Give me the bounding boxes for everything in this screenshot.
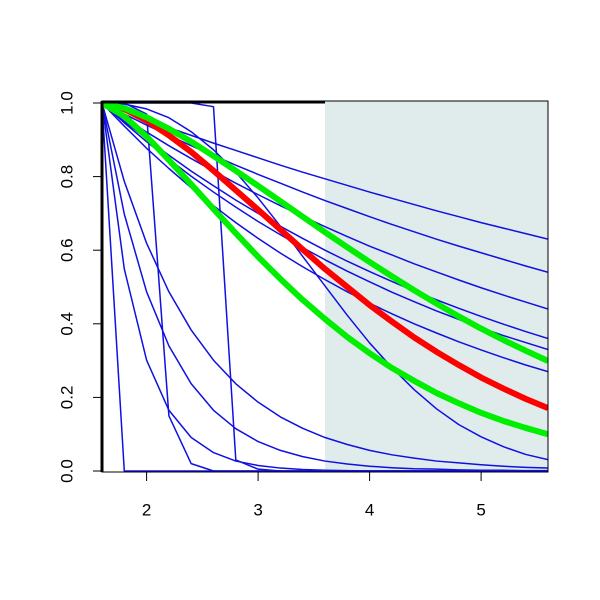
x-tick-label: 3 bbox=[253, 500, 262, 519]
curve bbox=[102, 101, 548, 411]
y-tick-label: 0.6 bbox=[57, 238, 76, 262]
curve bbox=[102, 102, 548, 461]
x-tick-label: 2 bbox=[142, 500, 151, 519]
y-tick-label: 0.0 bbox=[57, 459, 76, 483]
x-tick-label: 5 bbox=[476, 500, 485, 519]
curve bbox=[102, 101, 548, 438]
shaded-region bbox=[325, 101, 548, 472]
y-tick-label: 0.4 bbox=[57, 312, 76, 336]
curve bbox=[102, 102, 548, 340]
x-tick-label: 4 bbox=[365, 500, 374, 519]
curve bbox=[102, 101, 548, 364]
y-tick-label: 0.2 bbox=[57, 386, 76, 410]
curve bbox=[102, 102, 548, 373]
y-tick-label: 1.0 bbox=[57, 91, 76, 115]
curve bbox=[102, 102, 548, 469]
curve bbox=[102, 102, 548, 310]
y-tick-label: 0.8 bbox=[57, 165, 76, 189]
curve bbox=[102, 102, 548, 472]
